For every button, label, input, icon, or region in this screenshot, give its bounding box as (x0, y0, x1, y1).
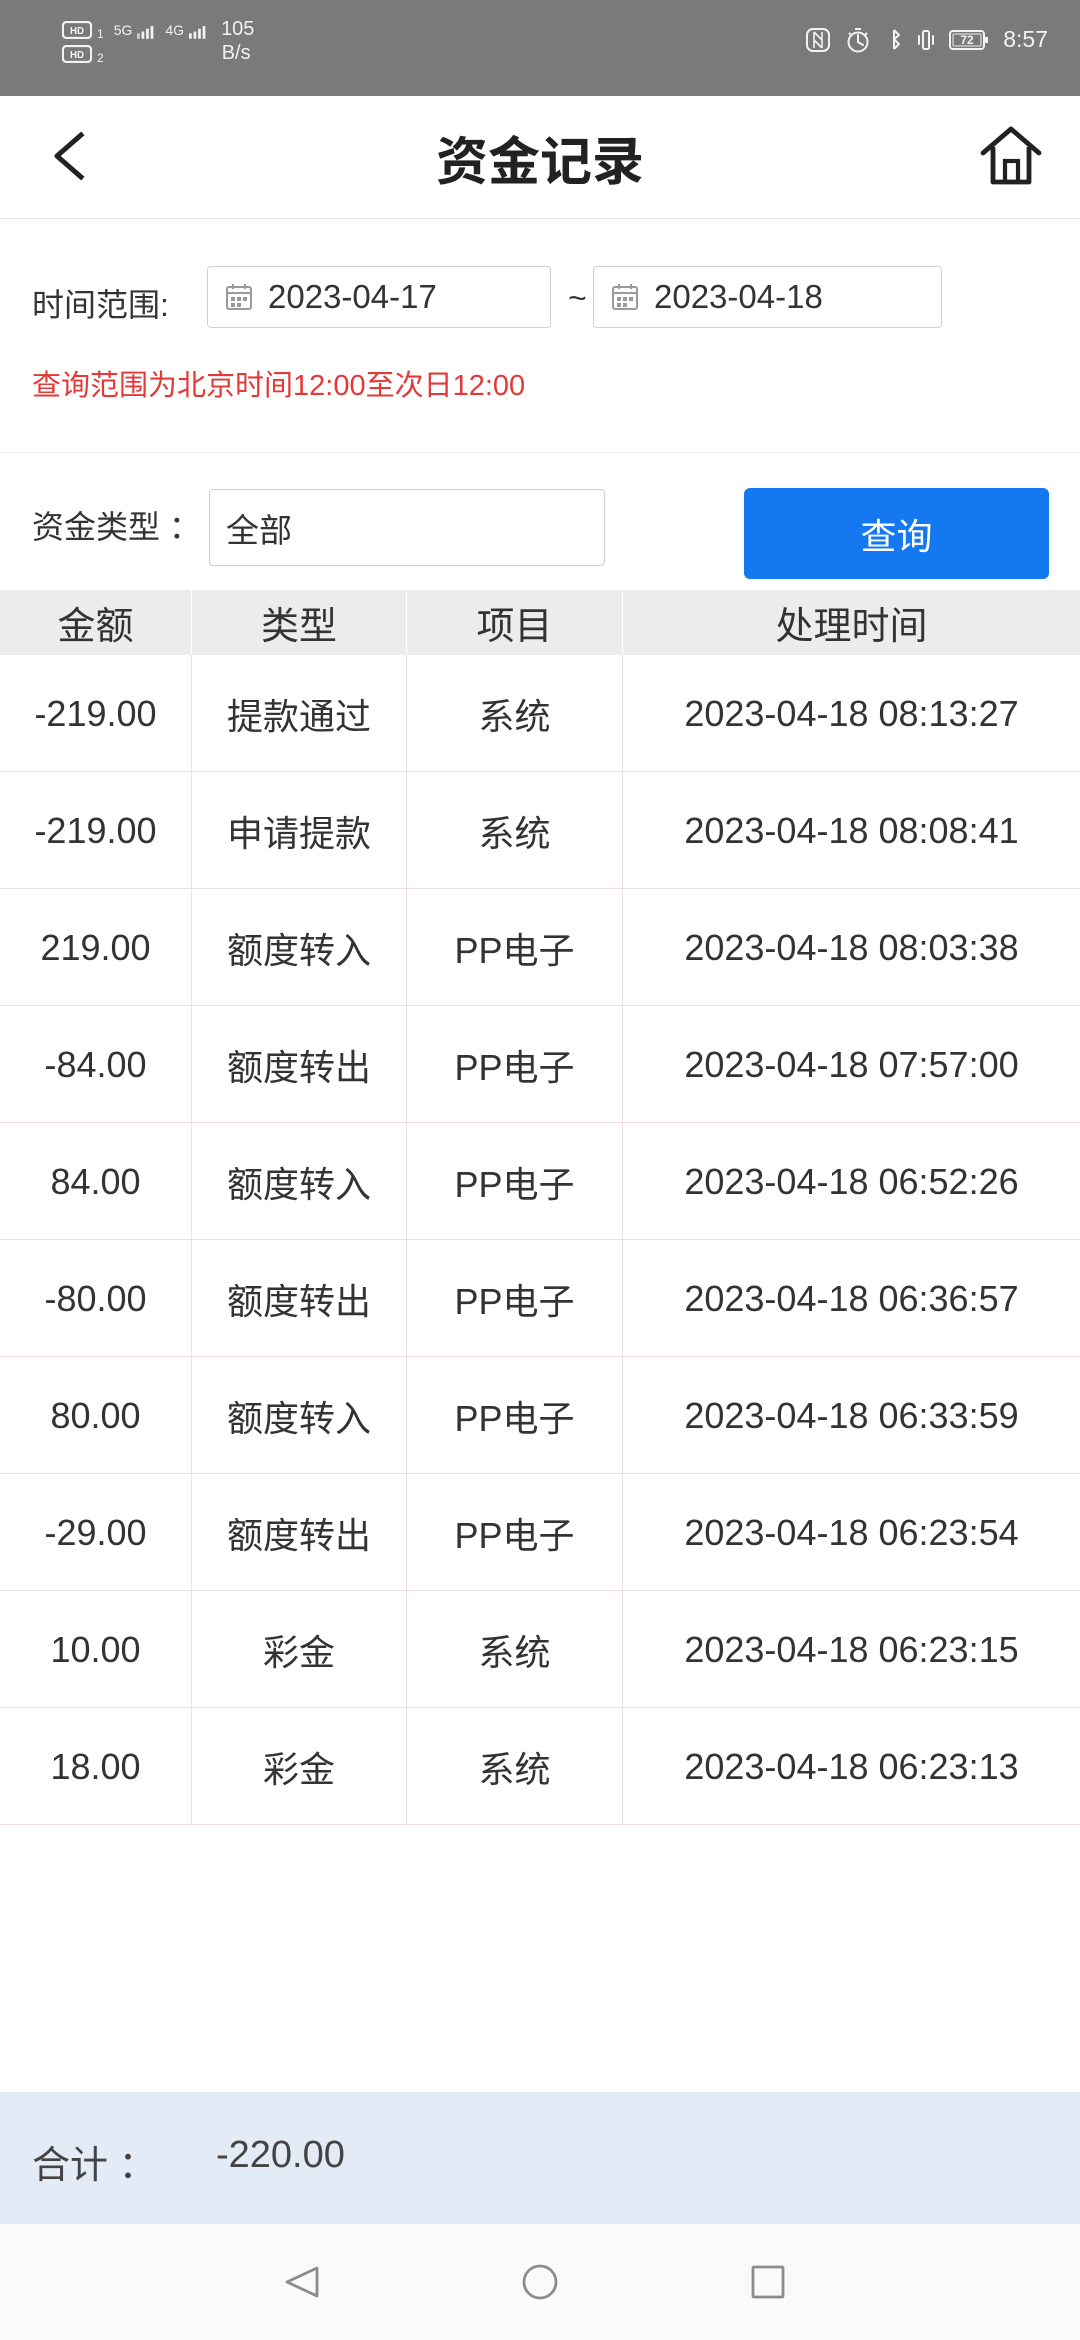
svg-text:HD: HD (70, 25, 84, 36)
svg-text:HD: HD (70, 49, 84, 60)
svg-text:72: 72 (961, 33, 975, 47)
